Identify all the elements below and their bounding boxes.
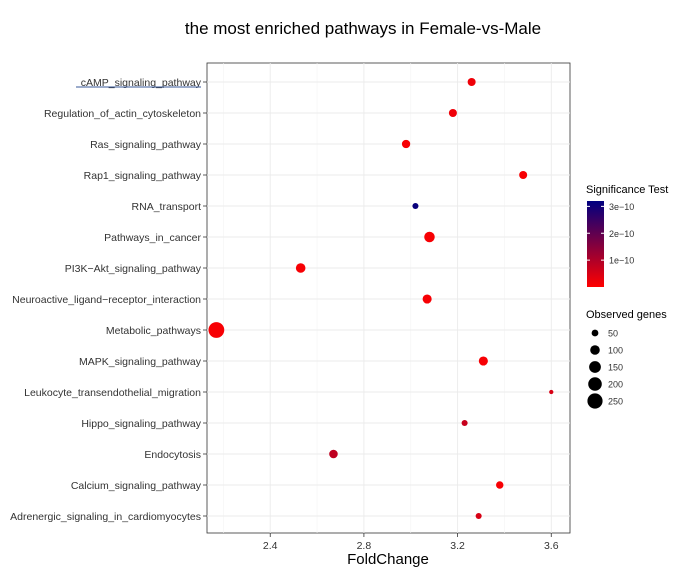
significance-colorbar [587, 201, 604, 287]
data-point [448, 108, 457, 118]
data-point [496, 481, 504, 489]
size-legend-dot [591, 329, 599, 337]
data-point [412, 202, 419, 210]
data-point [329, 449, 338, 459]
observed-genes-legend: Observed genes 50 100 150 200 250 [586, 309, 667, 409]
y-tick-label: cAMP_signaling_pathway [81, 77, 202, 89]
x-tick-label: 2.4 [263, 540, 278, 552]
significance-legend: Significance Test 1e−10 2e−10 3e−10 [586, 184, 668, 287]
data-point [424, 231, 435, 243]
x-tick-label: 3.2 [450, 540, 465, 552]
y-tick-label: Adrenergic_signaling_in_cardiomyocytes [10, 511, 201, 523]
y-tick-label: Leukocyte_transendothelial_migration [24, 387, 201, 399]
data-point [549, 389, 554, 395]
y-tick-label: Endocytosis [144, 449, 201, 461]
size-legend-label: 50 [608, 329, 618, 339]
data-point [475, 512, 482, 520]
y-tick-label: PI3K−Akt_signaling_pathway [65, 263, 202, 275]
y-axis: cAMP_signaling_pathway Regulation_of_acti… [10, 77, 207, 523]
y-tick-label: Regulation_of_actin_cytoskeleton [44, 108, 201, 120]
size-legend-dot [589, 361, 601, 373]
y-tick-label: Ras_signaling_pathway [90, 139, 202, 151]
data-point [295, 263, 306, 273]
y-tick-label: Neuroactive_ligand−receptor_interaction [12, 294, 201, 306]
observed-genes-legend-title: Observed genes [586, 309, 667, 321]
data-point [519, 170, 528, 180]
plot-panel [206, 62, 571, 534]
chart-title: the most enriched pathways in Female-vs-… [185, 19, 541, 38]
x-axis: 2.4 2.8 3.2 3.6 [263, 533, 559, 552]
y-tick-label: Rap1_signaling_pathway [84, 170, 202, 182]
significance-legend-title: Significance Test [586, 184, 668, 196]
size-legend-label: 250 [608, 397, 623, 407]
size-legend-label: 100 [608, 346, 623, 356]
size-legend-dot [587, 393, 603, 409]
data-point [208, 322, 225, 338]
y-tick-label: MAPK_signaling_pathway [79, 356, 202, 368]
x-tick-label: 3.6 [544, 540, 559, 552]
size-legend-label: 200 [608, 380, 623, 390]
data-point [461, 419, 468, 427]
size-legend-dot [590, 345, 600, 355]
y-tick-label: Pathways_in_cancer [104, 232, 201, 244]
size-legend-dot [588, 377, 602, 391]
y-tick-label: RNA_transport [132, 201, 202, 213]
y-tick-label: Calcium_signaling_pathway [71, 480, 202, 492]
x-tick-label: 2.8 [357, 540, 372, 552]
colorbar-tick-label: 1e−10 [609, 256, 634, 266]
x-axis-label: FoldChange [347, 551, 429, 568]
size-legend-label: 150 [608, 363, 623, 373]
y-tick-label: Hippo_signaling_pathway [81, 418, 201, 430]
data-point [467, 77, 476, 87]
data-point [422, 294, 432, 304]
data-point [478, 356, 488, 366]
colorbar-tick-label: 2e−10 [609, 229, 634, 239]
colorbar-tick-label: 3e−10 [609, 202, 634, 212]
y-tick-label: Metabolic_pathways [106, 325, 201, 337]
grid-lines [207, 63, 570, 533]
data-point [401, 139, 411, 149]
data-points [208, 77, 554, 520]
